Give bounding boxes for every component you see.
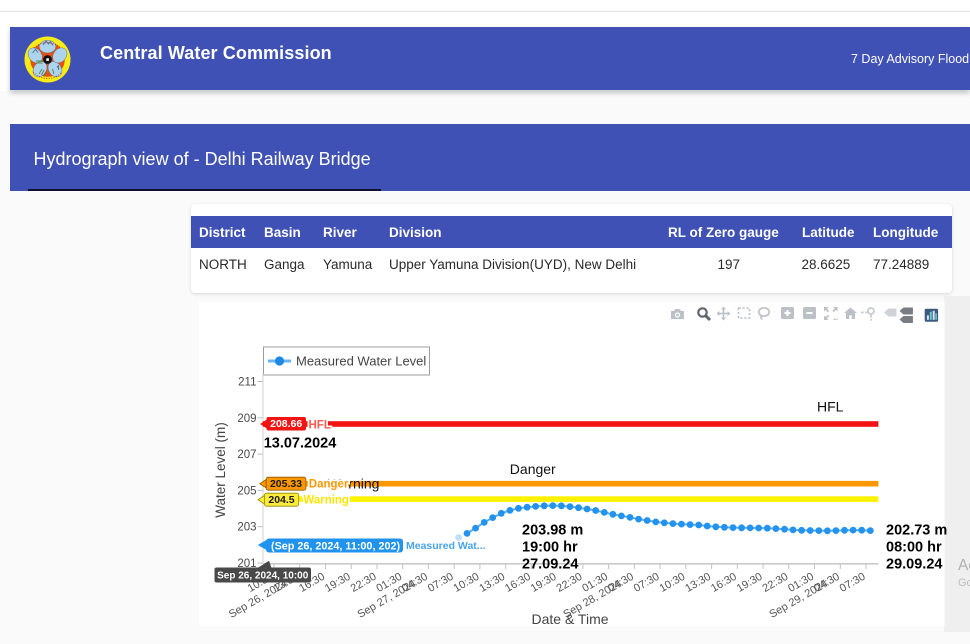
svg-text:HFL: HFL xyxy=(817,399,844,415)
svg-text:Go to Settings: Go to Settings xyxy=(958,577,970,589)
svg-text:205: 205 xyxy=(237,485,256,497)
svg-text:207: 207 xyxy=(237,449,256,461)
svg-text:29.09.24: 29.09.24 xyxy=(886,556,942,572)
svg-text:208.66: 208.66 xyxy=(270,418,302,430)
svg-text:13.07.2024: 13.07.2024 xyxy=(264,436,337,452)
svg-text:203: 203 xyxy=(237,522,256,534)
svg-text:211: 211 xyxy=(238,377,256,389)
svg-text:Warning: Warning xyxy=(328,476,380,492)
svg-text:209: 209 xyxy=(237,413,256,425)
svg-text:205.33: 205.33 xyxy=(270,478,302,490)
svg-text:HFL: HFL xyxy=(309,419,331,431)
svg-text:27.09.24: 27.09.24 xyxy=(522,556,578,572)
svg-text:(Sep 26, 2024, 11:00, 202): (Sep 26, 2024, 11:00, 202) xyxy=(271,540,400,552)
svg-text:201: 201 xyxy=(237,558,256,570)
svg-text:Danger: Danger xyxy=(309,479,349,491)
svg-text:Activate Windows: Activate Windows xyxy=(958,557,970,574)
svg-text:Measured Water Level: Measured Water Level xyxy=(296,354,426,369)
svg-text:Measured Wat...: Measured Wat... xyxy=(406,540,486,552)
svg-text:Water Level (m): Water Level (m) xyxy=(213,422,228,518)
svg-text:08:00 hr: 08:00 hr xyxy=(886,540,942,556)
svg-text:203.98 m: 203.98 m xyxy=(522,523,583,539)
svg-text:204.5: 204.5 xyxy=(268,494,294,506)
svg-text:Sep 26, 2024, 10:00: Sep 26, 2024, 10:00 xyxy=(217,571,309,582)
svg-text:Date & Time: Date & Time xyxy=(531,611,608,627)
svg-text:Danger: Danger xyxy=(510,461,556,477)
svg-text:19:00 hr: 19:00 hr xyxy=(522,540,578,556)
svg-text:Warning: Warning xyxy=(303,494,349,506)
svg-text:202.73 m: 202.73 m xyxy=(886,523,947,539)
